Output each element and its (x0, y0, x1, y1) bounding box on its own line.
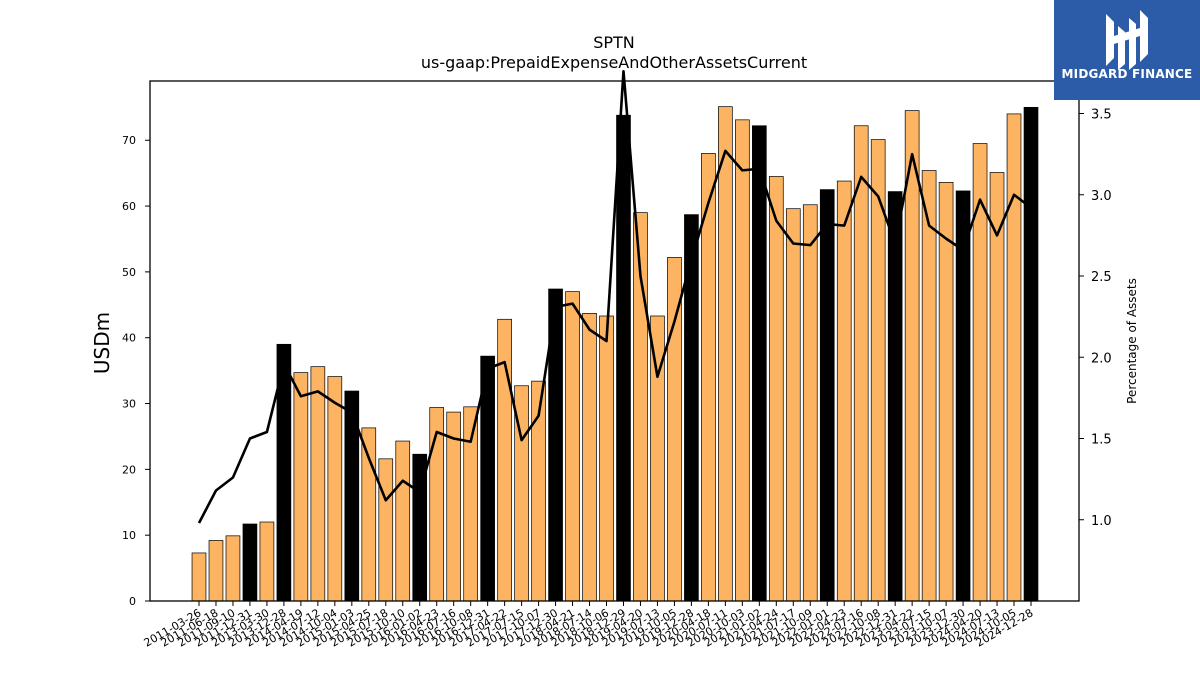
bar (327, 376, 343, 602)
y2-tick-label: 2.5 (1091, 270, 1112, 285)
bar (242, 523, 258, 602)
y2-tick-label: 3.0 (1091, 189, 1112, 204)
percentage-line (197, 69, 1032, 524)
bar (565, 291, 580, 602)
y2-tick-label: 2.0 (1091, 351, 1112, 366)
bar (768, 176, 784, 602)
y2-axis-label: Percentage of Assets (1125, 278, 1139, 404)
y-axis-label: USDm (90, 312, 114, 374)
bar (310, 366, 326, 602)
bar (752, 125, 767, 602)
bar (463, 406, 478, 602)
chart-subtitle: us-gaap:PrepaidExpenseAndOtherAssetsCurr… (421, 53, 807, 72)
bar (293, 372, 309, 602)
bar (785, 208, 801, 602)
bar (802, 204, 818, 602)
y-tick-label: 40 (122, 332, 136, 345)
bar (361, 427, 377, 602)
bar (225, 535, 241, 602)
bar (395, 440, 411, 602)
y-tick-label: 20 (122, 463, 136, 476)
bar (582, 313, 597, 602)
y-tick-label: 50 (122, 266, 136, 279)
bar (955, 190, 971, 602)
y2-tick-label: 1.0 (1091, 514, 1112, 529)
y-tick-label: 60 (122, 200, 136, 213)
bar (887, 191, 903, 602)
y-tick-label: 30 (122, 398, 136, 411)
bar (191, 552, 207, 602)
bar (259, 521, 275, 602)
y-tick-label: 10 (122, 529, 136, 542)
midgard-logo-icon (1106, 10, 1148, 70)
bar (836, 180, 852, 602)
y-tick-label: 0 (129, 595, 136, 608)
bar (599, 315, 614, 602)
bar (1006, 113, 1022, 602)
bar (989, 172, 1005, 602)
y2-tick-label: 1.5 (1091, 433, 1112, 448)
bar (378, 458, 394, 602)
bar (208, 540, 224, 602)
bar (819, 189, 835, 602)
bar (1023, 106, 1039, 602)
bar (853, 125, 869, 602)
brand-name: MIDGARD FINANCE (1061, 67, 1193, 81)
y2-tick-label: 3.5 (1091, 108, 1112, 123)
chart-title: SPTN (593, 33, 635, 52)
bar (938, 182, 954, 602)
bar (735, 119, 750, 602)
bar (667, 257, 682, 602)
plot-frame (149, 80, 1080, 602)
bar (616, 114, 631, 602)
bar (718, 106, 733, 602)
bar (921, 170, 937, 602)
brand-logo: MIDGARD FINANCE (1054, 0, 1200, 100)
y-tick-label: 70 (122, 134, 136, 147)
